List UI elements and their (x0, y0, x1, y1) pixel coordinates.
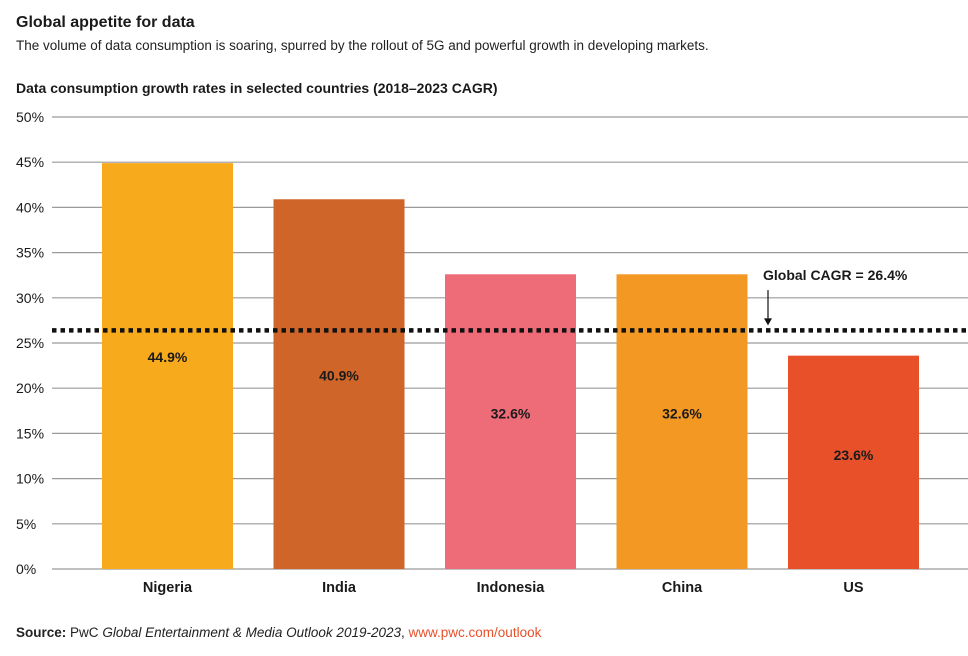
annotation-arrowhead (764, 318, 772, 326)
data-label: 23.6% (834, 447, 874, 463)
source-label: Source: (16, 625, 67, 640)
y-tick-label: 25% (16, 335, 44, 351)
bar-indonesia (445, 274, 576, 569)
source-publication: Global Entertainment & Media Outlook 201… (102, 625, 401, 640)
chart-title: Data consumption growth rates in selecte… (16, 80, 498, 96)
y-tick-label: 10% (16, 471, 44, 487)
y-tick-label: 30% (16, 290, 44, 306)
page-subtitle: The volume of data consumption is soarin… (16, 38, 709, 53)
source-publisher: PwC (70, 625, 99, 640)
source-link[interactable]: www.pwc.com/outlook (408, 625, 542, 640)
x-tick-label: Indonesia (477, 580, 546, 596)
source-separator: , (401, 625, 405, 640)
y-tick-label: 35% (16, 245, 44, 261)
y-tick-label: 45% (16, 154, 44, 170)
data-label: 32.6% (491, 406, 531, 422)
bar-nigeria (102, 163, 233, 569)
source-note: Source: PwC Global Entertainment & Media… (16, 625, 541, 640)
x-tick-label: US (843, 580, 863, 596)
y-axis-ticks: 0% 5% 10% 15% 20% 25% 30% 35% 40% 45% 50% (16, 109, 44, 577)
y-tick-label: 0% (16, 561, 36, 577)
data-labels: 44.9% 40.9% 32.6% 32.6% 23.6% (148, 349, 874, 463)
y-tick-label: 15% (16, 425, 44, 441)
y-tick-label: 50% (16, 109, 44, 125)
bar-india (273, 199, 405, 569)
x-axis-ticks: Nigeria India Indonesia China US (143, 580, 864, 596)
x-tick-label: Nigeria (143, 580, 193, 596)
y-tick-label: 20% (16, 380, 44, 396)
reference-label: Global CAGR = 26.4% (763, 267, 908, 283)
data-label: 32.6% (662, 406, 702, 422)
bar-us (788, 355, 919, 569)
bar-china (616, 274, 748, 569)
x-tick-label: China (662, 580, 703, 596)
bars (102, 163, 919, 569)
y-tick-label: 5% (16, 516, 36, 532)
bar-chart: 0% 5% 10% 15% 20% 25% 30% 35% 40% 45% 50% Global C… (16, 109, 968, 596)
reference-line-group: Global CAGR = 26.4% (52, 267, 968, 333)
data-label: 44.9% (148, 349, 188, 365)
x-tick-label: India (322, 580, 357, 596)
y-tick-label: 40% (16, 199, 44, 215)
data-label: 40.9% (319, 367, 359, 383)
page-title: Global appetite for data (16, 14, 195, 31)
